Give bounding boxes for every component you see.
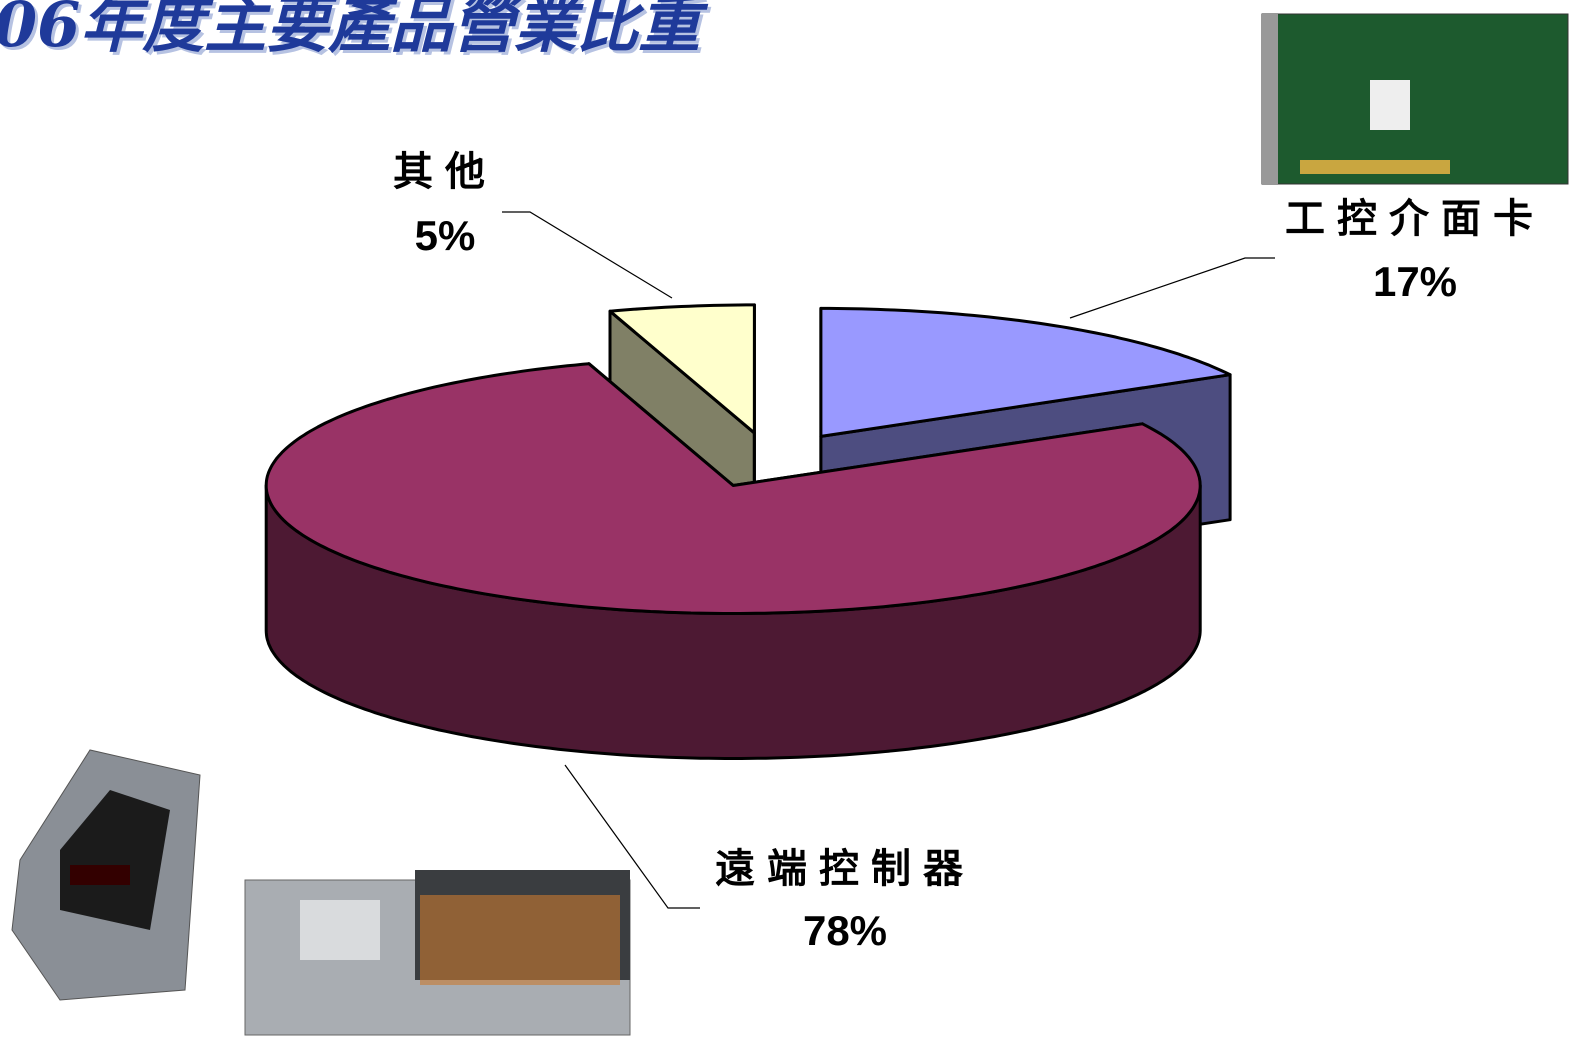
leader-line [564,764,700,909]
pie [264,303,1232,760]
leader-line [502,211,673,299]
value-label: 5% [415,212,476,259]
value-label: 17% [1373,258,1457,305]
leader-line [1069,257,1275,319]
chart-title: 06年度主要產品營業比重 [0,0,709,61]
category-label: 工控介面卡 [1285,195,1545,242]
slice [608,303,756,435]
value-label: 78% [803,907,887,954]
product-photo-rack [244,870,631,1036]
chart-title-shadow: 06年度主要產品營業比重 [0,0,712,64]
product-photo-card [1261,13,1569,185]
slice [264,362,1202,615]
product-photo-module [11,749,201,1001]
category-label: 遠端控制器 [715,845,975,892]
slice [819,306,1232,438]
category-label: 其他 [393,148,497,195]
labels: 工控介面卡 17% 遠端控制器 78% 其他 5% [393,148,1545,954]
